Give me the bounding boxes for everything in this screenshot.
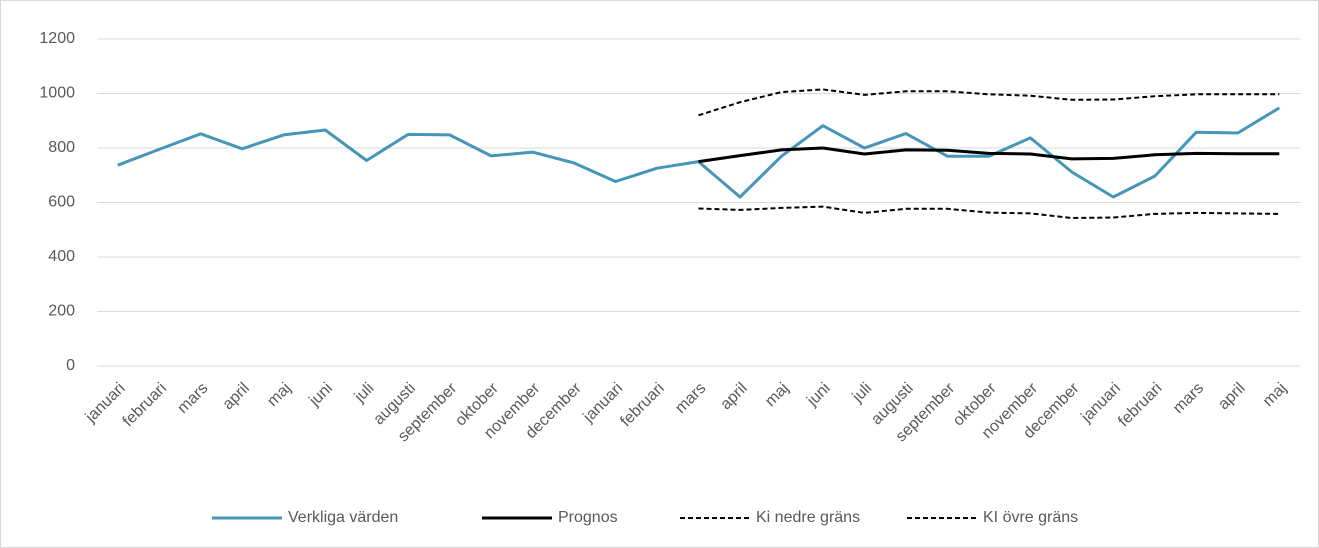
legend-label: Ki nedre gräns xyxy=(756,509,860,526)
y-tick-label: 200 xyxy=(48,303,75,320)
y-tick-label: 0 xyxy=(66,357,75,374)
legend-label: Verkliga värden xyxy=(288,509,398,526)
y-tick-label: 600 xyxy=(48,194,75,211)
series-line xyxy=(698,146,1280,164)
series-line xyxy=(698,88,1280,117)
legend-label: Prognos xyxy=(558,509,618,526)
y-tick-label: 1000 xyxy=(39,85,75,102)
y-tick-label: 400 xyxy=(48,248,75,265)
y-tick-label: 1200 xyxy=(39,30,75,47)
y-tick-label: 800 xyxy=(48,139,75,156)
legend-label: KI övre gräns xyxy=(983,509,1078,526)
series-line xyxy=(698,205,1280,219)
